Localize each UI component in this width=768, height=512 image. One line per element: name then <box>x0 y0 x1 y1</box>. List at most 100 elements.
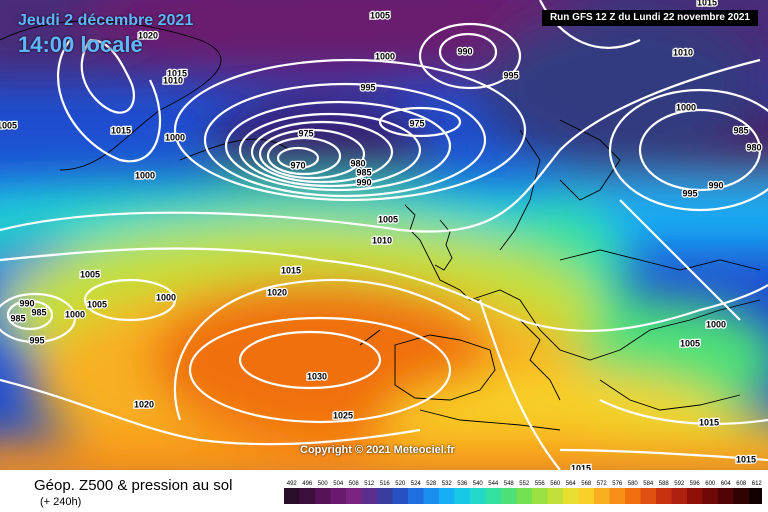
isobar-label: 980 <box>350 158 365 168</box>
isobar-label: 1025 <box>333 410 353 420</box>
scale-swatch <box>749 488 762 504</box>
isobar-label: 1005 <box>0 120 17 130</box>
scale-swatch <box>315 488 331 504</box>
isobar-label: 1010 <box>163 75 183 85</box>
scale-swatch <box>640 488 656 504</box>
isobar-label: 1000 <box>706 319 726 329</box>
forecast-time: 14:00 locale <box>18 32 143 57</box>
isobars <box>0 0 768 470</box>
isobar-label: 1015 <box>571 463 591 470</box>
scale-label: 604 <box>721 481 732 487</box>
scale-swatch <box>702 488 718 504</box>
isobar-label: 1005 <box>378 214 398 224</box>
isobar-label: 975 <box>298 128 313 138</box>
scale-label: 600 <box>705 481 716 487</box>
isobar-label: 1020 <box>138 30 158 40</box>
scale-swatch <box>609 488 625 504</box>
scale-label: 496 <box>302 481 313 487</box>
isobar-label: 1015 <box>697 0 717 7</box>
scale-swatch <box>284 488 300 504</box>
isobar-label: 1015 <box>167 68 187 78</box>
isobar-label: 1015 <box>699 417 719 427</box>
run-info: Run GFS 12 Z du Lundi 22 novembre 2021 <box>541 10 758 26</box>
isobar-label: 1000 <box>676 102 696 112</box>
copyright: Copyright © 2021 Meteociel.fr <box>300 444 455 456</box>
isobar-label: 1030 <box>307 371 327 381</box>
scale-swatch <box>470 488 486 504</box>
scale-label: 552 <box>519 481 530 487</box>
isobar-label: 975 <box>409 118 424 128</box>
scale-swatch <box>439 488 455 504</box>
isobar-label: 1005 <box>80 269 100 279</box>
scale-swatch <box>594 488 610 504</box>
isobar-label: 1000 <box>165 132 185 142</box>
isobar-label: 995 <box>503 70 518 80</box>
scale-label: 528 <box>426 481 437 487</box>
isobar-label: 1000 <box>135 170 155 180</box>
scale-swatch <box>330 488 346 504</box>
scale-swatch <box>625 488 641 504</box>
isobar-label: 980 <box>746 142 761 152</box>
scale-swatch <box>485 488 501 504</box>
scale-label: 608 <box>736 481 747 487</box>
scale-label: 544 <box>488 481 499 487</box>
isobar-label: 1005 <box>370 10 390 20</box>
scale-swatch <box>361 488 377 504</box>
scale-label: 500 <box>318 481 329 487</box>
forecast-date: Jeudi 2 décembre 2021 <box>18 12 194 29</box>
scale-swatch <box>346 488 362 504</box>
scale-label: 560 <box>550 481 561 487</box>
scale-swatch <box>516 488 532 504</box>
scale-swatch <box>578 488 594 504</box>
scale-swatch <box>718 488 734 504</box>
scale-label: 592 <box>674 481 685 487</box>
scale-swatch <box>377 488 393 504</box>
scale-swatch <box>671 488 687 504</box>
chart-title: Géop. Z500 & pression au sol <box>34 477 233 494</box>
isobar-label: 990 <box>708 180 723 190</box>
isobar-label: 1000 <box>156 292 176 302</box>
scale-label: 536 <box>457 481 468 487</box>
scale-label: 508 <box>349 481 360 487</box>
scale-swatch <box>563 488 579 504</box>
isobar-label: 1005 <box>87 299 107 309</box>
scale-label: 596 <box>690 481 701 487</box>
scale-label: 540 <box>473 481 484 487</box>
scale-label: 580 <box>628 481 639 487</box>
isobar-label: 990 <box>356 177 371 187</box>
isobar-label: 1000 <box>65 309 85 319</box>
isobar-label: 995 <box>29 335 44 345</box>
scale-swatch <box>299 488 315 504</box>
scale-swatch <box>733 488 749 504</box>
scale-swatch <box>423 488 439 504</box>
scale-label: 492 <box>287 481 298 487</box>
forecast-lead: (+ 240h) <box>40 496 82 508</box>
isobar-label: 990 <box>19 298 34 308</box>
weather-map: 1005102010009909951010101510109951005101… <box>0 0 768 470</box>
scale-label: 548 <box>504 481 515 487</box>
scale-label: 584 <box>643 481 654 487</box>
scale-swatch <box>532 488 548 504</box>
isobar-label: 1015 <box>111 125 131 135</box>
isobar-label: 985 <box>31 307 46 317</box>
scale-swatch <box>392 488 408 504</box>
isobar-label: 1015 <box>736 454 756 464</box>
scale-label: 520 <box>395 481 406 487</box>
scale-label: 588 <box>659 481 670 487</box>
isobar-label: 1005 <box>680 338 700 348</box>
isobar-label: 1015 <box>281 265 301 275</box>
isobar-label: 1010 <box>673 47 693 57</box>
isobar-label: 1000 <box>375 51 395 61</box>
scale-label: 504 <box>333 481 344 487</box>
isobar-label: 1020 <box>134 399 154 409</box>
isobar-label: 985 <box>356 167 371 177</box>
scale-swatch <box>547 488 563 504</box>
isobar-label: 990 <box>457 46 472 56</box>
scale-label: 512 <box>364 481 375 487</box>
scale-swatch <box>656 488 672 504</box>
color-scale: 492 496 500 504 508 512 516 520 524 528 532 536 540 5… <box>284 481 762 504</box>
scale-label: 532 <box>442 481 453 487</box>
scale-label: 556 <box>535 481 546 487</box>
scale-label: 572 <box>597 481 608 487</box>
